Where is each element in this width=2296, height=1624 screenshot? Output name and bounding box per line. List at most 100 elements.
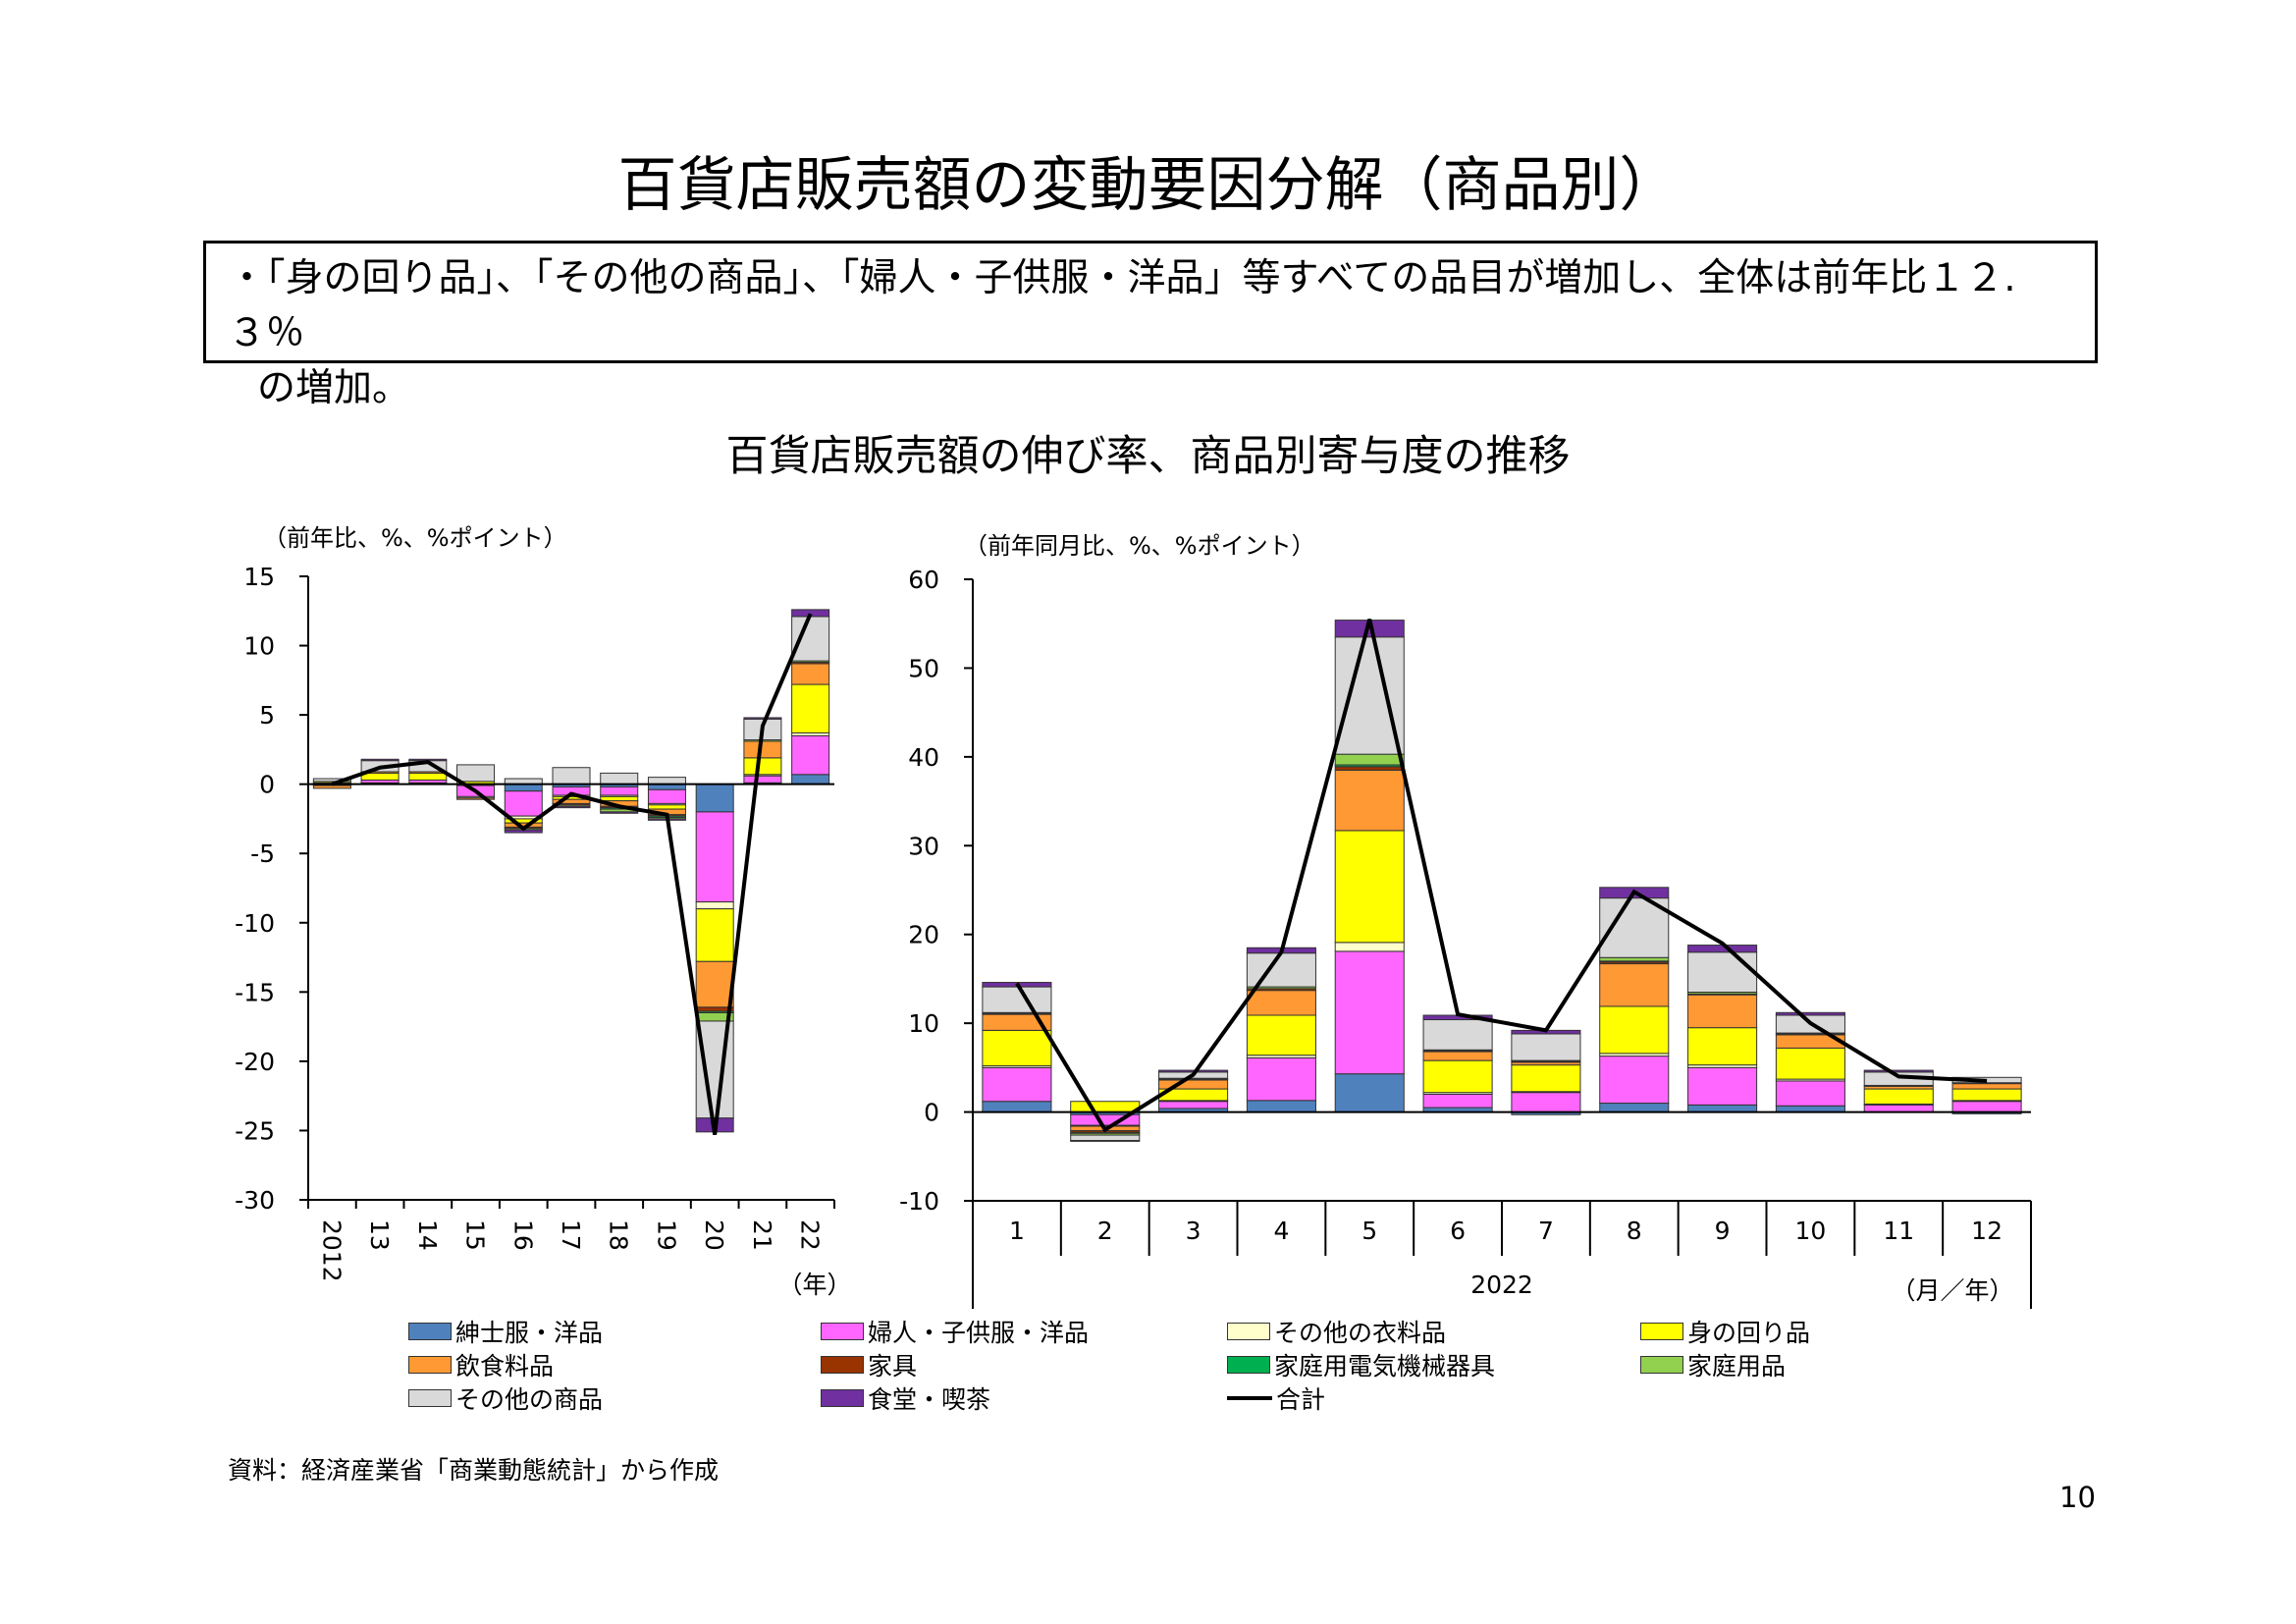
legend-label: 家庭用電気機械器具: [1274, 1352, 1496, 1380]
bar-segment-accessories: [1951, 1088, 2022, 1102]
right-chart-unit-label: （前年同月比、%、%ポイント）: [964, 532, 1315, 560]
bar-segment-women: [1246, 1056, 1316, 1102]
bar-segment-accessories: [1334, 830, 1405, 944]
bar-segment-women: [982, 1066, 1052, 1103]
legend-label: 食堂・喫茶: [868, 1385, 991, 1414]
legend-label: その他の商品: [455, 1385, 604, 1414]
x-tick-label: 6: [1450, 1217, 1466, 1245]
legend-item-men: 紳士服・洋品: [408, 1316, 603, 1347]
bar-segment-accessories: [1422, 1059, 1493, 1094]
legend-swatch: [1227, 1396, 1272, 1400]
bar-segment-men: [1599, 1103, 1670, 1113]
bar-segment-otherclothing: [695, 901, 734, 910]
bar-segment-food: [312, 785, 351, 789]
bar-segment-other: [1511, 1033, 1581, 1061]
x-tick-label: 17: [557, 1219, 585, 1251]
bar-segment-women: [1511, 1092, 1581, 1113]
bar-segment-women: [1863, 1104, 1934, 1113]
x-tick-label: 18: [605, 1219, 633, 1251]
bar-segment-other: [1687, 951, 1758, 993]
source-note: 資料：経済産業省「商業動態統計」から作成: [228, 1456, 720, 1485]
y-tick-label: 5: [259, 701, 275, 730]
bar-segment-dining: [360, 758, 400, 762]
bar-segment-food: [743, 740, 782, 759]
bar-segment-women: [695, 811, 734, 903]
y-tick-label: 60: [908, 566, 939, 594]
bar-segment-other: [1422, 1019, 1493, 1051]
legend-swatch: [1227, 1323, 1270, 1340]
bar-segment-women: [1422, 1093, 1493, 1109]
x-tick-label: 5: [1362, 1217, 1377, 1245]
legend-item-other: その他の商品: [408, 1382, 603, 1414]
bar-segment-other: [312, 778, 351, 783]
bar-segment-food: [1246, 990, 1316, 1016]
x-tick-label: 2012: [317, 1219, 346, 1282]
y-tick-label: -30: [235, 1186, 275, 1215]
x-tick-label: 13: [365, 1219, 394, 1251]
legend-item-dining: 食堂・喫茶: [821, 1382, 990, 1414]
x-tick-label: 21: [748, 1219, 776, 1251]
y-tick-label: -15: [235, 978, 275, 1006]
y-tick-label: -10: [899, 1187, 939, 1216]
bar-segment-other: [600, 772, 639, 785]
bar-segment-women: [1158, 1101, 1229, 1110]
bar-segment-accessories: [408, 772, 448, 781]
bar-segment-accessories: [1070, 1101, 1141, 1113]
legend-swatch: [821, 1389, 864, 1407]
legend-item-women: 婦人・子供服・洋品: [821, 1316, 1089, 1347]
y-tick-label: -20: [235, 1048, 275, 1076]
total-line: [331, 613, 813, 1135]
bar-segment-accessories: [1246, 1014, 1316, 1056]
bar-segment-accessories: [791, 683, 830, 733]
bar-segment-dining: [1863, 1069, 1934, 1073]
bar-segment-accessories: [743, 757, 782, 776]
y-tick-label: -5: [250, 839, 275, 868]
bar-segment-men: [982, 1101, 1052, 1113]
bar-segment-other: [1246, 952, 1316, 988]
summary-box: ・「身の回り品」、「その他の商品」、「婦人・子供服・洋品」等すべての品目が増加し…: [203, 241, 2098, 410]
bar-segment-food: [1687, 994, 1758, 1029]
legend-swatch: [821, 1356, 864, 1374]
x-tick-label: 19: [652, 1219, 680, 1251]
bar-segment-women: [1687, 1066, 1758, 1106]
bar-segment-dining: [600, 811, 639, 814]
bar-segment-women: [791, 734, 830, 776]
y-tick-label: -25: [235, 1116, 275, 1145]
bar-segment-accessories: [1687, 1027, 1758, 1066]
bar-segment-food: [1951, 1083, 2022, 1090]
x-axis-label: （月／年）: [1891, 1276, 2013, 1305]
bar-segment-furniture: [1334, 766, 1405, 771]
bar-segment-accessories: [600, 795, 639, 802]
legend-item-total: 合計: [1227, 1382, 1325, 1414]
bar-segment-dining: [552, 805, 591, 809]
page-number: 10: [2059, 1481, 2096, 1514]
bar-segment-dining: [1775, 1011, 1845, 1016]
legend-label: 合計: [1276, 1385, 1326, 1414]
bar-segment-other: [647, 777, 686, 785]
legend-item-appliances: 家庭用電気機械器具: [1227, 1349, 1495, 1380]
bar-segment-accessories: [1511, 1064, 1581, 1093]
bar-segment-food: [1334, 769, 1405, 832]
legend-label: 家具: [868, 1352, 918, 1380]
bar-segment-household: [1599, 956, 1670, 962]
bar-segment-dining: [1687, 945, 1758, 953]
bar-segment-accessories: [982, 1029, 1052, 1067]
x-axis-label: （年）: [777, 1271, 851, 1299]
legend-swatch: [1640, 1323, 1683, 1340]
x-tick-label: 16: [508, 1219, 537, 1251]
bar-segment-men: [1334, 1073, 1405, 1113]
x-tick-label: 20: [700, 1219, 728, 1251]
bar-segment-food: [791, 663, 830, 685]
bar-segment-other: [1070, 1134, 1141, 1142]
annual-contribution-chart: 15 10 5 0 -5 -10 -15 -20 -25 -30 2012 13 14 15 16 17 18 1…: [235, 563, 851, 1299]
bar-segment-men: [1246, 1100, 1316, 1113]
bar-segment-food: [695, 960, 734, 1008]
legend-label: 紳士服・洋品: [455, 1319, 604, 1347]
x-tick-label: 22: [796, 1219, 825, 1251]
chart-legend: 紳士服・洋品 婦人・子供服・洋品 その他の衣料品 身の回り品 飲食料品 家具 家庭用電気機械…: [408, 1316, 1881, 1424]
bar-segment-men: [504, 784, 543, 792]
y-tick-label: 15: [243, 563, 275, 591]
legend-swatch: [408, 1389, 452, 1407]
bar-segment-food: [1422, 1051, 1493, 1061]
bar-segment-women: [743, 775, 782, 784]
